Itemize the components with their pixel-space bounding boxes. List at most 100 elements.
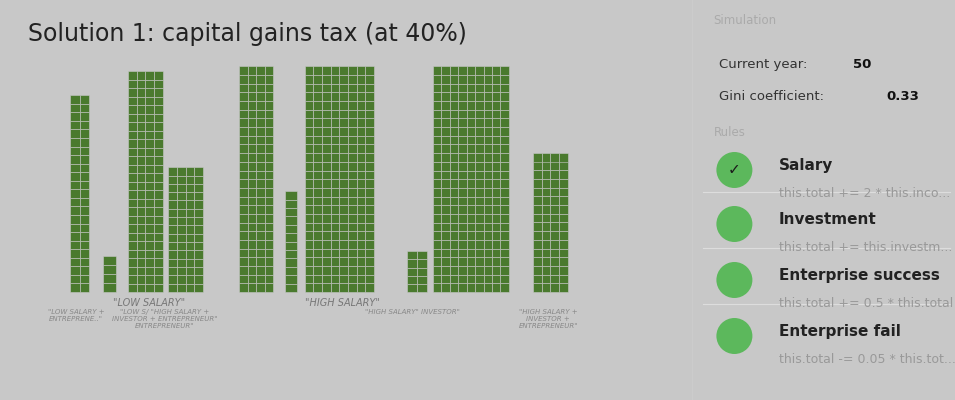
Bar xyxy=(356,162,365,170)
Bar xyxy=(70,198,79,206)
Bar xyxy=(247,205,256,214)
Bar xyxy=(128,114,137,122)
Bar xyxy=(450,170,458,179)
Bar xyxy=(128,207,137,216)
Bar xyxy=(433,266,441,275)
Text: 0.33: 0.33 xyxy=(886,90,920,103)
Bar xyxy=(492,75,500,84)
Bar xyxy=(145,122,154,131)
Bar xyxy=(322,136,330,144)
Text: 50: 50 xyxy=(853,58,871,71)
Bar xyxy=(177,176,185,184)
Bar xyxy=(322,144,330,153)
Bar xyxy=(441,153,450,162)
Bar xyxy=(145,250,154,258)
Bar xyxy=(492,136,500,144)
Bar xyxy=(239,240,247,249)
Bar xyxy=(458,179,467,188)
Bar xyxy=(433,127,441,136)
Bar xyxy=(239,283,247,292)
Bar xyxy=(305,127,313,136)
Bar xyxy=(194,259,202,267)
Bar xyxy=(256,266,265,275)
Bar xyxy=(475,257,483,266)
Bar xyxy=(256,118,265,127)
Bar xyxy=(154,139,162,148)
Bar xyxy=(128,284,137,292)
Bar xyxy=(247,283,256,292)
Bar xyxy=(247,275,256,283)
Bar xyxy=(450,257,458,266)
Bar xyxy=(305,170,313,179)
Bar xyxy=(285,200,297,208)
Bar xyxy=(305,162,313,170)
Bar xyxy=(458,222,467,231)
Bar xyxy=(168,226,177,234)
Bar xyxy=(483,162,492,170)
Bar xyxy=(458,118,467,127)
Ellipse shape xyxy=(716,318,753,354)
Bar xyxy=(483,101,492,110)
Bar xyxy=(458,92,467,101)
Bar xyxy=(313,162,322,170)
Bar xyxy=(305,249,313,257)
Bar xyxy=(348,214,356,222)
Bar xyxy=(541,214,550,222)
Bar xyxy=(128,88,137,97)
Bar xyxy=(500,75,509,84)
Bar xyxy=(356,231,365,240)
Bar xyxy=(441,266,450,275)
Bar xyxy=(416,276,427,284)
Bar xyxy=(313,196,322,205)
Bar xyxy=(550,214,559,222)
Bar xyxy=(256,205,265,214)
Bar xyxy=(265,144,273,153)
Bar xyxy=(265,101,273,110)
Bar xyxy=(265,275,273,283)
Bar xyxy=(458,257,467,266)
Bar xyxy=(239,222,247,231)
Bar xyxy=(239,75,247,84)
Bar xyxy=(533,266,541,274)
Bar xyxy=(239,118,247,127)
Bar xyxy=(475,214,483,222)
Bar xyxy=(79,258,90,266)
Bar xyxy=(348,257,356,266)
Bar xyxy=(492,231,500,240)
Bar xyxy=(541,248,550,257)
Bar xyxy=(285,275,297,284)
Bar xyxy=(185,259,194,267)
Bar xyxy=(500,266,509,275)
Bar xyxy=(365,283,373,292)
Bar xyxy=(194,250,202,259)
Bar xyxy=(305,205,313,214)
Bar xyxy=(458,144,467,153)
Bar xyxy=(70,258,79,266)
Bar xyxy=(416,251,427,259)
Bar xyxy=(533,222,541,231)
Bar xyxy=(285,191,297,200)
Bar xyxy=(322,118,330,127)
Bar xyxy=(322,205,330,214)
Bar xyxy=(550,170,559,179)
Bar xyxy=(239,170,247,179)
Bar xyxy=(467,153,475,162)
Bar xyxy=(145,88,154,97)
Bar xyxy=(265,257,273,266)
Bar xyxy=(492,144,500,153)
Bar xyxy=(177,226,185,234)
Bar xyxy=(145,71,154,80)
Bar xyxy=(70,224,79,232)
Bar xyxy=(79,266,90,275)
Bar xyxy=(194,275,202,284)
Bar xyxy=(305,136,313,144)
Bar xyxy=(348,92,356,101)
Bar xyxy=(458,188,467,196)
Bar xyxy=(339,222,348,231)
Bar xyxy=(154,114,162,122)
Bar xyxy=(256,66,265,75)
Bar xyxy=(475,249,483,257)
Bar xyxy=(533,205,541,214)
Bar xyxy=(559,248,567,257)
Bar xyxy=(407,268,416,276)
